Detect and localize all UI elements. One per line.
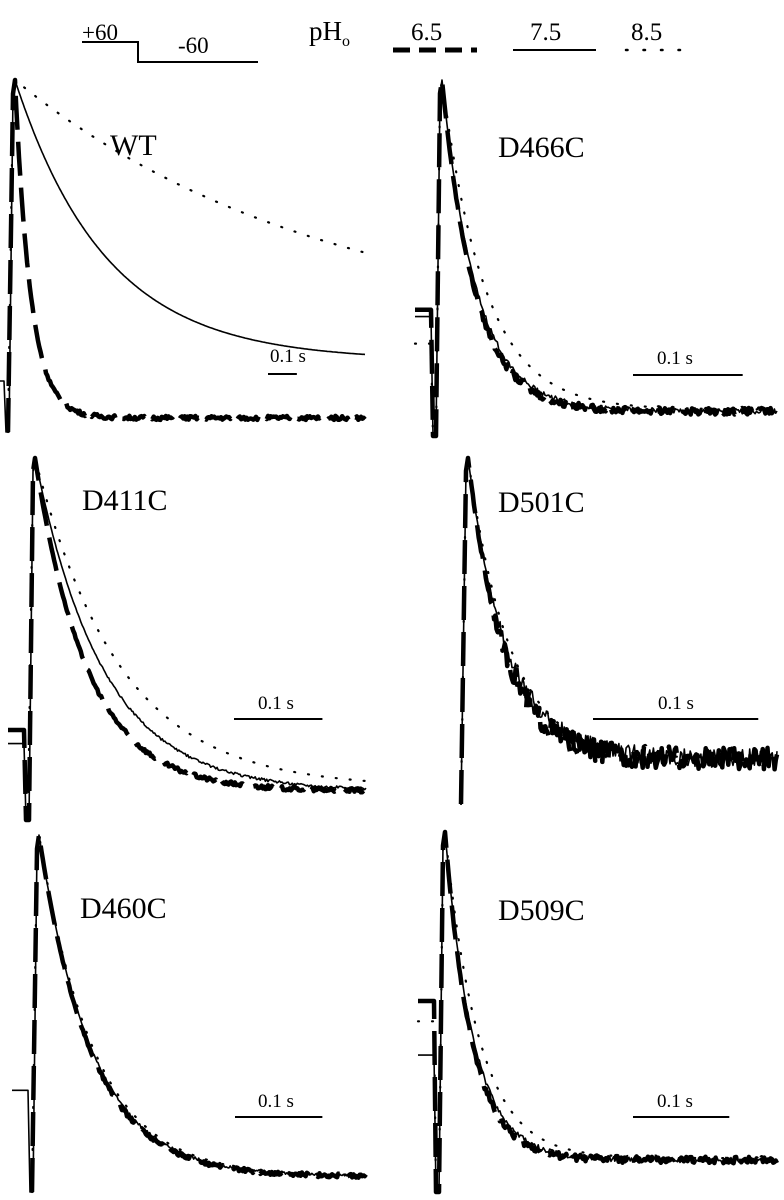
- panel-title: D460C: [80, 892, 167, 925]
- trace-ph-6-5: [5, 77, 367, 433]
- panel-d466c: D466C 0.1 s: [413, 77, 779, 439]
- legend-label-7-5: 7.5: [530, 19, 561, 46]
- trace-ph-8-5: [416, 830, 779, 1194]
- trace-ph-7-5: [460, 457, 778, 805]
- panel-wt: WT 0.1 s: [0, 77, 367, 434]
- scale-bar-label: 0.1 s: [657, 348, 693, 369]
- trace-ph-6-5: [29, 832, 368, 1193]
- trace-ph-8-5: [459, 456, 779, 806]
- panel-d460c: D460C 0.1 s: [12, 832, 368, 1194]
- panel-title: D466C: [498, 131, 585, 164]
- panel-title: D509C: [498, 894, 585, 927]
- scale-bar-label: 0.1 s: [657, 1091, 693, 1112]
- scale-bar-label: 0.1 s: [658, 693, 694, 714]
- trace-ph-8-5: [6, 78, 367, 434]
- trace-ph-7-5: [0, 79, 366, 433]
- protocol-step-trace: [82, 41, 258, 63]
- trace-ph-7-5: [418, 831, 778, 1193]
- scale-bar-label: 0.1 s: [258, 1091, 294, 1112]
- trace-ph-6-5: [418, 829, 779, 1195]
- legend-label-8-5: 8.5: [631, 19, 662, 46]
- trace-ph-8-5: [26, 456, 368, 822]
- legend-label-6-5: 6.5: [411, 19, 442, 46]
- voltage-protocol: +60 -60: [82, 20, 258, 63]
- panel-d411c: D411C 0.1 s: [8, 455, 368, 823]
- protocol-high-label: +60: [82, 20, 118, 45]
- ph-legend: pHo 6.5 7.5 8.5: [309, 16, 698, 53]
- scale-bar-label: 0.1 s: [270, 346, 306, 367]
- protocol-low-label: -60: [178, 33, 209, 58]
- panel-d509c: D509C 0.1 s: [416, 829, 779, 1195]
- scale-bar-label: 0.1 s: [258, 693, 294, 714]
- trace-ph-7-5: [8, 457, 367, 821]
- trace-ph-7-5: [415, 79, 778, 437]
- panel-title: WT: [110, 129, 157, 162]
- panel-d501c: D501C 0.1 s: [458, 455, 780, 806]
- trace-ph-7-5: [12, 834, 366, 1193]
- panel-title: D411C: [82, 484, 168, 517]
- trace-ph-8-5: [30, 833, 368, 1194]
- panel-title: D501C: [498, 486, 585, 519]
- trace-ph-6-5: [415, 77, 779, 439]
- trace-ph-6-5: [8, 455, 367, 823]
- legend-title: pHo: [309, 16, 350, 50]
- trace-ph-8-5: [413, 78, 779, 438]
